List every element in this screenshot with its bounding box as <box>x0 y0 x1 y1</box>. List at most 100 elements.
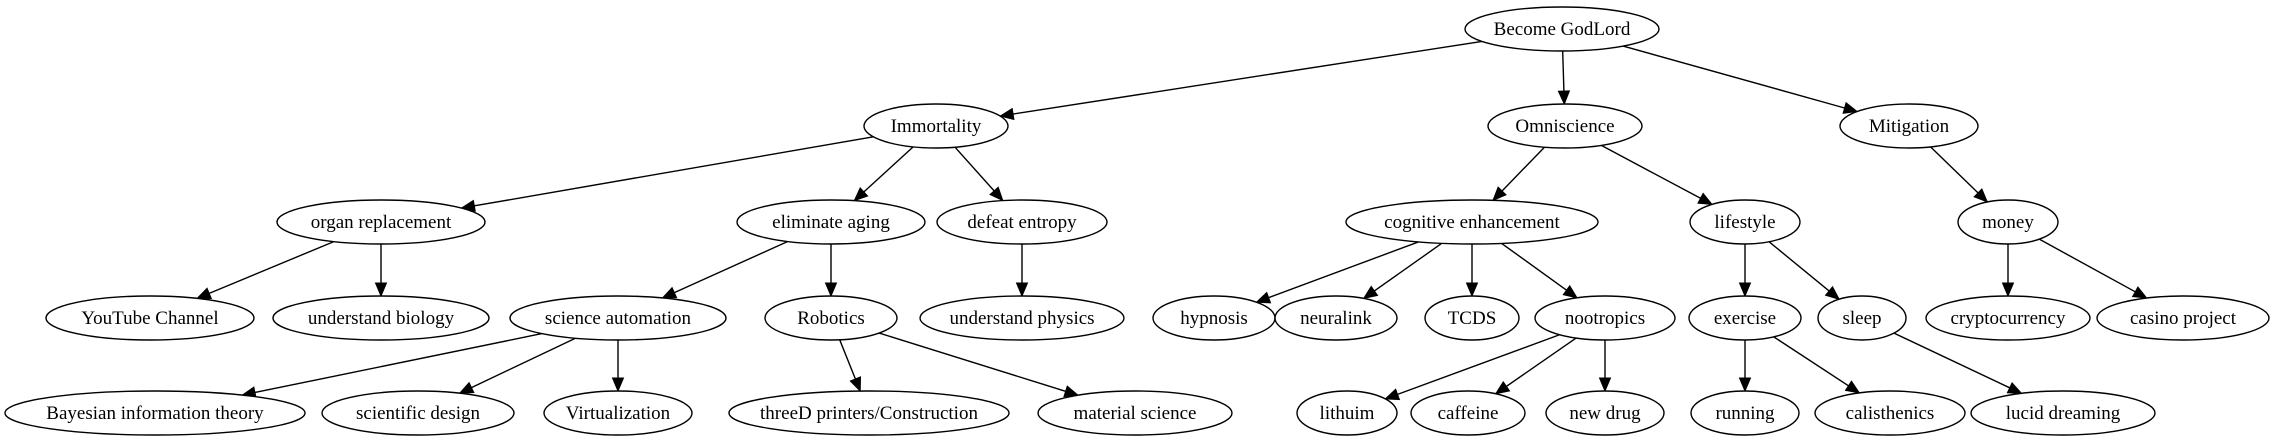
node-ellipse <box>276 199 486 245</box>
node-understand-physics: understand physics <box>919 295 1125 341</box>
node-ellipse <box>736 199 926 245</box>
edge-immortality-to-entropy <box>954 146 1004 202</box>
node-label: threeD printers/Construction <box>760 403 978 424</box>
node-label: science automation <box>545 308 692 329</box>
node-ellipse <box>2096 295 2270 341</box>
node-label: cognitive enhancement <box>1384 212 1560 233</box>
node-label: running <box>1715 403 1775 424</box>
node-label: Robotics <box>797 308 865 329</box>
edge-nootropics-to-lithuim <box>1384 334 1560 401</box>
node-bayesian-information-theory: Bayesian information theory <box>4 390 306 436</box>
node-label: YouTube Channel <box>81 308 218 329</box>
edge-cognitive-to-hypnosis <box>1255 241 1419 304</box>
edge-organ-to-biology <box>374 244 388 298</box>
edge-immortality-to-aging <box>853 146 914 202</box>
edge-robotics-to-material <box>878 332 1080 398</box>
node-label: understand physics <box>949 308 1094 329</box>
edge-money-to-crypto <box>2001 244 2015 298</box>
node-mitigation: Mitigation <box>1839 103 1979 149</box>
node-caffeine: caffeine <box>1410 390 1526 436</box>
node-cognitive-enhancement: cognitive enhancement <box>1345 199 1599 245</box>
edge-nootropics-to-caffeine <box>1494 337 1577 395</box>
node-ellipse <box>1689 199 1801 245</box>
edge-money-to-casino <box>2038 238 2148 299</box>
node-lifestyle: lifestyle <box>1689 199 1801 245</box>
node-label: Virtualization <box>566 403 671 424</box>
node-label: neuralink <box>1300 308 1372 329</box>
node-new-drug: new drug <box>1545 390 1665 436</box>
edge-aging-to-robotics <box>824 244 838 298</box>
edge-cognitive-to-tcds <box>1465 244 1479 298</box>
edge-exercise-to-calisthenics <box>1773 336 1861 394</box>
node-ellipse <box>45 295 255 341</box>
node-calisthenics: calisthenics <box>1814 390 1966 436</box>
node-label: calisthenics <box>1846 403 1935 424</box>
edge-organ-to-youtube <box>195 240 335 299</box>
nodes-layer: Become GodLord Immortality Omniscience Miti… <box>4 6 2270 436</box>
edge-aging-to-sciauto <box>661 240 788 299</box>
node-defeat-entropy: defeat entropy <box>936 199 1108 245</box>
node-ellipse <box>1487 103 1643 149</box>
node-lucid-dreaming: lucid dreaming <box>1970 390 2156 436</box>
node-hypnosis: hypnosis <box>1152 295 1276 341</box>
node-label: TCDS <box>1448 308 1497 329</box>
node-label: Bayesian information theory <box>46 403 264 424</box>
node-label: organ replacement <box>311 212 452 233</box>
node-ellipse <box>1957 199 2059 245</box>
node-sleep: sleep <box>1817 295 1907 341</box>
node-neuralink: neuralink <box>1274 295 1398 341</box>
edge-sciauto-to-bayes <box>240 332 543 399</box>
node-label: lucid dreaming <box>2006 403 2121 424</box>
node-science-automation: science automation <box>509 295 727 341</box>
edge-godlord-to-omniscience <box>1557 50 1571 106</box>
node-ellipse <box>272 295 490 341</box>
node-label: Immortality <box>891 116 982 137</box>
node-ellipse <box>543 390 693 436</box>
node-label: understand biology <box>308 308 455 329</box>
node-youtube-channel: YouTube Channel <box>45 295 255 341</box>
node-ellipse <box>1839 103 1979 149</box>
edge-exercise-to-running <box>1738 340 1752 393</box>
node-ellipse <box>1970 390 2156 436</box>
node-ellipse <box>509 295 727 341</box>
node-exercise: exercise <box>1688 295 1802 341</box>
edge-entropy-to-physics <box>1015 244 1029 298</box>
node-label: Become GodLord <box>1494 19 1631 40</box>
edge-robotics-to-threed <box>839 339 862 393</box>
node-ellipse <box>4 390 306 436</box>
node-ellipse <box>1545 390 1665 436</box>
node-threed-printers-construction: threeD printers/Construction <box>728 390 1010 436</box>
node-ellipse <box>1424 295 1520 341</box>
edge-cognitive-to-nootropics <box>1501 242 1579 299</box>
node-label: hypnosis <box>1180 308 1248 329</box>
edge-nootropics-to-newdrug <box>1598 340 1612 393</box>
node-ellipse <box>1814 390 1966 436</box>
node-omniscience: Omniscience <box>1487 103 1643 149</box>
edge-lifestyle-to-exercise <box>1738 244 1752 298</box>
node-label: defeat entropy <box>967 212 1077 233</box>
node-understand-biology: understand biology <box>272 295 490 341</box>
node-ellipse <box>1410 390 1526 436</box>
node-label: lifestyle <box>1714 212 1775 233</box>
node-cryptocurrency: cryptocurrency <box>1925 295 2091 341</box>
node-ellipse <box>1690 390 1800 436</box>
node-label: sleep <box>1842 308 1881 329</box>
edge-lifestyle-to-sleep <box>1768 241 1841 301</box>
edge-godlord-to-immortality <box>998 40 1483 121</box>
node-label: material science <box>1074 403 1197 424</box>
node-organ-replacement: organ replacement <box>276 199 486 245</box>
node-ellipse <box>1817 295 1907 341</box>
node-ellipse <box>1534 295 1676 341</box>
node-become-godlord: Become GodLord <box>1464 6 1660 52</box>
node-label: money <box>1982 212 2034 233</box>
node-label: lithuim <box>1320 403 1375 424</box>
edge-godlord-to-mitigation <box>1622 45 1859 114</box>
edge-cognitive-to-neuralink <box>1362 242 1443 300</box>
node-label: Omniscience <box>1515 116 1614 137</box>
edge-mitigation-to-money <box>1930 146 1989 203</box>
node-ellipse <box>936 199 1108 245</box>
edge-omniscience-to-cognitive <box>1492 146 1545 202</box>
node-label: Mitigation <box>1869 116 1950 137</box>
node-ellipse <box>1925 295 2091 341</box>
node-ellipse <box>1274 295 1398 341</box>
